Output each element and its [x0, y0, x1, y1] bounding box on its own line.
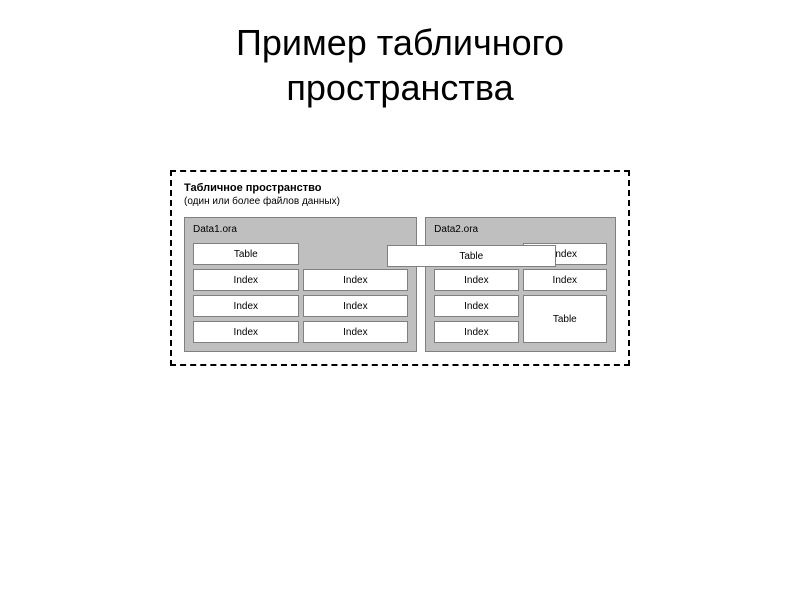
segment-cell: Index: [193, 321, 299, 343]
segment-cell: Index: [303, 321, 409, 343]
title-line-2: пространства: [286, 67, 513, 108]
datafile-2-name: Data2.ora: [434, 224, 607, 235]
datafile-1: Data1.ora TableIndexIndexIndexIndexIndex…: [184, 217, 417, 352]
slide-title: Пример табличного пространства: [0, 0, 800, 110]
spanning-table-segment: Table: [387, 245, 555, 267]
title-line-1: Пример табличного: [236, 22, 564, 63]
segment-cell: Index: [303, 295, 409, 317]
segment-cell: Index: [434, 269, 518, 291]
tablespace-heading: Табличное пространство: [184, 182, 616, 194]
tablespace-subheading: (один или более файлов данных): [184, 196, 616, 207]
segment-cell: Table: [523, 295, 607, 343]
segment-cell: Index: [434, 295, 518, 317]
segment-cell: Index: [193, 269, 299, 291]
datafiles-row: Table Data1.ora TableIndexIndexIndexInde…: [184, 217, 616, 352]
tablespace-diagram: Табличное пространство (один или более ф…: [170, 170, 630, 366]
segment-cell: Index: [193, 295, 299, 317]
datafile-1-grid: TableIndexIndexIndexIndexIndexIndex: [193, 243, 408, 343]
datafile-1-name: Data1.ora: [193, 224, 408, 235]
segment-cell: Index: [523, 269, 607, 291]
segment-cell: Index: [303, 269, 409, 291]
segment-cell: Index: [434, 321, 518, 343]
tablespace-boundary: Табличное пространство (один или более ф…: [170, 170, 630, 366]
datafile-2: Data2.ora IndexIndexIndexIndexTableIndex: [425, 217, 616, 352]
segment-cell: Table: [193, 243, 299, 265]
